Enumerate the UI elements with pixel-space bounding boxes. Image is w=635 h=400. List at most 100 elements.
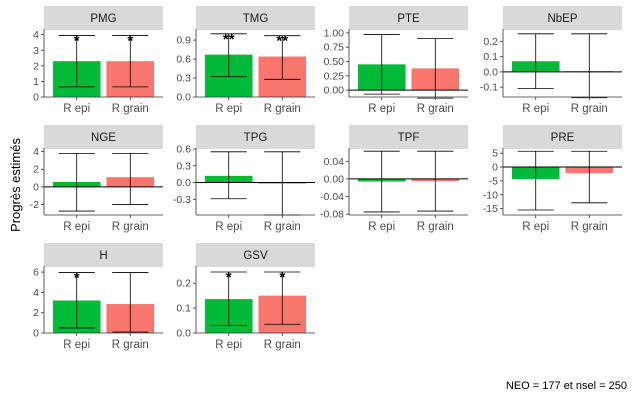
strip-title: TPF [398, 132, 420, 144]
y-tick-label: 0.3 [176, 73, 191, 85]
panel-tmg: TMG ** ** 0.0 0.3 0.6 0.9 R epi R grain [176, 6, 315, 115]
y-tick-label: 0.00 [324, 173, 345, 185]
y-tick-label: 4 [33, 146, 39, 158]
y-tick-label: 0.3 [176, 160, 191, 172]
x-tick-label: R grain [112, 221, 149, 233]
y-tick-label: 0.2 [176, 278, 191, 290]
error-bar [58, 35, 95, 88]
significance-star: * [74, 270, 80, 287]
y-tick-label: 4 [33, 29, 39, 41]
error-bar [517, 150, 554, 211]
y-axis-label: Progrès estimés [8, 138, 23, 232]
y-tick-label: 0.6 [176, 54, 191, 66]
y-tick-label: 0.1 [176, 303, 191, 315]
panel-pmg: PMG * * 0 1 2 3 4 R epi R grain [33, 6, 163, 115]
y-tick-label: 4 [33, 287, 39, 299]
strip-background [196, 6, 315, 30]
y-tick-label: -0.08 [320, 209, 344, 221]
x-tick-label: R grain [112, 339, 149, 351]
error-bar [363, 150, 400, 213]
x-tick-label: R grain [571, 221, 608, 233]
panel-pre: PRE -15 -10 -50 5 R epi R grain [483, 125, 622, 233]
error-bar [571, 33, 608, 99]
significance-star: ** [223, 31, 235, 48]
error-bar [363, 34, 400, 95]
y-tick-label: 2 [33, 307, 39, 319]
y-tick-label: 2 [33, 60, 39, 72]
error-bar [417, 150, 454, 212]
significance-star: * [226, 269, 232, 286]
strip-background [349, 125, 468, 149]
y-tick-label: 0.0 [176, 177, 191, 189]
strip-background [503, 6, 622, 30]
x-tick-label: R epi [63, 103, 90, 115]
y-tick-label: -2 [30, 199, 39, 211]
y-tick-label: -15 [483, 203, 498, 215]
y-tick-label: 1.00 [324, 27, 345, 39]
y-tick-label: -5 [489, 175, 498, 187]
y-tick-label: 0.1 [483, 51, 498, 63]
panel-h: H * 0 2 4 6 R epi R grain [33, 243, 163, 351]
panel-pte: PTE 0.00 0.25 0.50 0.75 1.00 R epi R grain [324, 6, 468, 115]
strip-background [349, 6, 468, 30]
x-tick-label: R epi [63, 339, 90, 351]
x-tick-label: R grain [264, 103, 301, 115]
error-bar [58, 272, 95, 329]
y-tick-label: 6 [33, 267, 39, 279]
y-tick-label: 0.25 [324, 70, 345, 82]
significance-star: * [127, 32, 133, 49]
panel-tpf: TPF -0.08 -0.04 0.00 0.04 R epi R grain [320, 125, 468, 233]
y-tick-label: 0.6 [176, 144, 191, 156]
x-tick-label: R epi [215, 221, 242, 233]
x-tick-label: R epi [368, 103, 395, 115]
x-tick-label: R epi [368, 221, 395, 233]
y-tick-label: 0.2 [483, 36, 498, 48]
strip-background [44, 243, 163, 267]
significance-star: ** [276, 33, 288, 50]
y-tick-label: -0.04 [320, 191, 344, 203]
panel-tpg: TPG -0.3 0.0 0.3 0.6 R epi R grain [173, 125, 315, 233]
x-tick-label: R epi [522, 221, 549, 233]
strip-title: PRE [551, 132, 575, 144]
strip-title: TMG [243, 13, 269, 25]
x-tick-label: R grain [417, 221, 454, 233]
x-tick-label: R epi [215, 103, 242, 115]
error-bar [112, 152, 149, 205]
x-tick-label: R epi [63, 221, 90, 233]
y-tick-label: 5 [492, 148, 498, 160]
x-tick-label: R grain [571, 103, 608, 115]
strip-title: PMG [90, 13, 116, 25]
y-tick-label: 0.04 [324, 156, 345, 168]
strip-title: TPG [244, 132, 268, 144]
significance-star: * [279, 269, 285, 286]
caption: NEO = 177 et nsel = 250 [506, 380, 627, 392]
y-tick-label: -10 [483, 189, 498, 201]
y-tick-label: 0.50 [324, 56, 345, 68]
error-bar [210, 33, 247, 78]
y-tick-label: 0.0 [176, 92, 191, 104]
y-tick-label: 0 [33, 92, 39, 104]
y-tick-label: 0 [33, 328, 39, 340]
x-tick-label: R grain [264, 221, 301, 233]
y-tick-label: 3 [33, 45, 39, 57]
strip-title: NGE [91, 132, 116, 144]
y-tick-label: 0.75 [324, 42, 345, 54]
error-bar [264, 271, 301, 325]
strip-background [196, 125, 315, 149]
strip-title: GSV [243, 250, 268, 262]
x-tick-label: R grain [417, 103, 454, 115]
error-bar [112, 35, 149, 88]
panel-nbep: NbEP -0.1 0.0 0.1 0.2 R epi R grain [480, 6, 622, 115]
y-tick-label: 0 [33, 181, 39, 193]
strip-background [44, 125, 163, 149]
y-tick-label: 0 [492, 162, 498, 174]
y-tick-label: 0.0 [483, 66, 498, 78]
x-tick-label: R grain [112, 103, 149, 115]
strip-background [196, 243, 315, 267]
x-tick-label: R epi [215, 339, 242, 351]
y-tick-label: 2 [33, 164, 39, 176]
y-tick-label: -0.3 [173, 194, 191, 206]
significance-star: * [74, 32, 80, 49]
x-tick-label: R epi [522, 103, 549, 115]
strip-background [503, 125, 622, 149]
